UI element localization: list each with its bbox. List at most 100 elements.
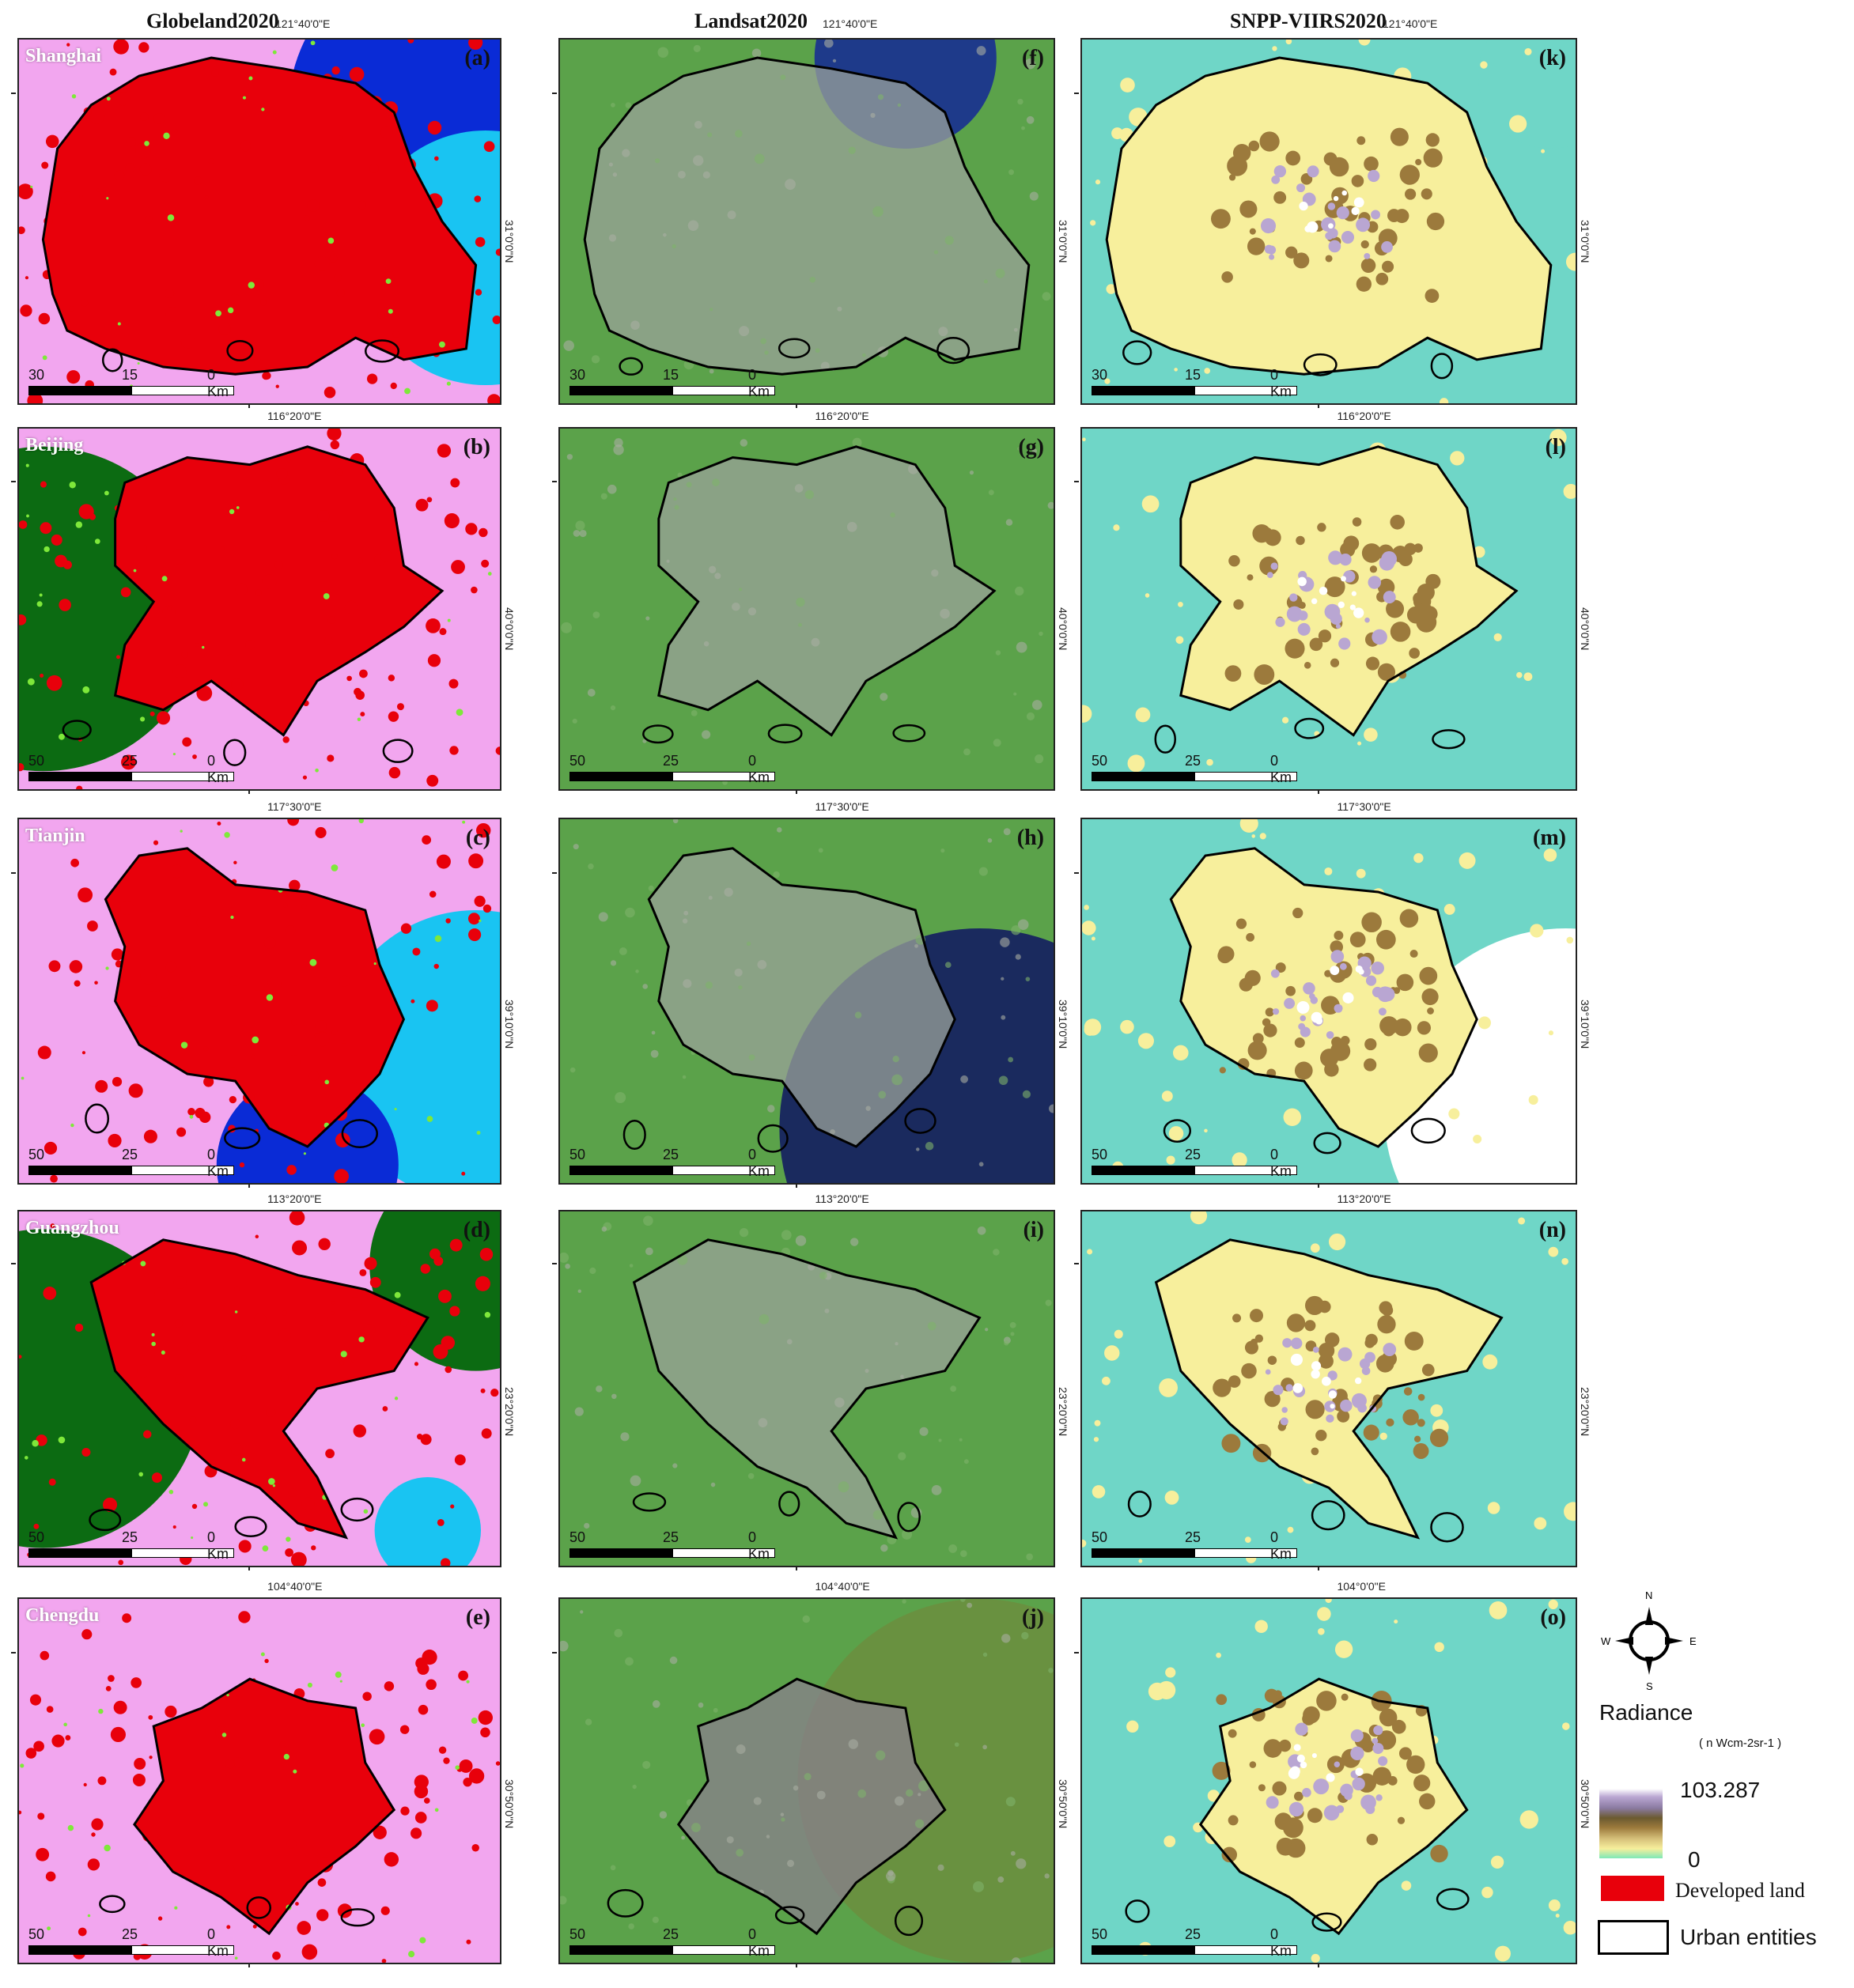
radiance-high-patch: [1352, 1777, 1365, 1791]
map-panel-chengdu-landsat: (j) 50 25 0 Km: [558, 1597, 1055, 1964]
urban-entity-boundary: [757, 1124, 789, 1153]
developed-patch: [167, 606, 172, 610]
developed-patch: [43, 1287, 57, 1300]
radiance-low-patch: [1251, 834, 1256, 838]
developed-patch: [122, 1613, 132, 1623]
developed-patch: [289, 1211, 305, 1226]
land-texture: [736, 1849, 744, 1857]
radiance-mid-patch: [1413, 543, 1423, 553]
developed-patch: [481, 1428, 492, 1439]
developed-patch: [19, 226, 25, 235]
developed-patch: [324, 636, 333, 645]
urban-entity-boundary: [113, 445, 445, 737]
developed-patch: [81, 1051, 86, 1055]
radiance-mid-patch: [1403, 1387, 1413, 1396]
axis-tick: [795, 1963, 797, 1967]
land-texture: [824, 1308, 830, 1313]
land-texture: [709, 308, 713, 312]
land-texture: [846, 522, 857, 532]
radiance-low-patch: [1368, 1508, 1379, 1519]
grass-patch: [25, 463, 29, 467]
scale-lbl-right: 0 Km: [748, 1926, 770, 1959]
radiance-high-patch: [1285, 1384, 1293, 1392]
longitude-label: 113°20'0"E: [1337, 1192, 1391, 1205]
developed-patch: [229, 1419, 240, 1430]
scale-lbl-left: 50: [28, 1926, 45, 1942]
developed-patch: [156, 711, 171, 725]
radiance-high-patch: [1379, 555, 1395, 571]
panel-letter: (i): [1023, 1218, 1044, 1242]
radiance-low-patch: [1548, 1246, 1559, 1257]
developed-patch: [426, 193, 443, 210]
land-texture: [877, 94, 884, 100]
radiance-peak-patch: [1342, 992, 1354, 1004]
radiance-low-patch: [1479, 203, 1487, 211]
land-texture: [608, 162, 613, 167]
grass-patch: [168, 1489, 174, 1495]
developed-patch: [433, 963, 439, 969]
land-texture: [727, 210, 736, 220]
developed-patch: [315, 826, 327, 839]
radiance-mid-patch: [1213, 1378, 1232, 1397]
radiance-low-patch: [1256, 168, 1273, 185]
scale-lbl-right: 0 Km: [1270, 367, 1292, 399]
developed-patch: [478, 1710, 493, 1725]
urban-entity-boundary: [382, 739, 414, 763]
land-texture: [702, 730, 711, 739]
scale-lbl-mid: 15: [663, 367, 679, 383]
radiance-high-patch: [1271, 175, 1281, 184]
land-texture: [862, 353, 866, 357]
radiance-low-patch: [1519, 1810, 1538, 1829]
radiance-peak-patch: [1351, 591, 1356, 596]
radiance-mid-patch: [1427, 1007, 1434, 1015]
scale-bar: 30 15 0 Km: [28, 367, 234, 399]
urban-entity-boundary: [1313, 1132, 1341, 1155]
developed-patch: [436, 854, 451, 869]
land-texture: [747, 607, 757, 616]
developed-patch: [134, 1757, 146, 1770]
land-texture: [1022, 1090, 1031, 1098]
radiance-high-patch: [1297, 610, 1308, 621]
radiance-mid-patch: [1415, 158, 1422, 166]
developed-patch: [474, 195, 482, 202]
grass-patch: [44, 546, 50, 553]
developed-patch: [191, 1503, 198, 1510]
radiance-mid-patch: [1228, 1375, 1241, 1388]
developed-patch: [358, 557, 364, 564]
radiance-mid-patch: [1267, 1355, 1277, 1365]
developed-patch: [143, 1430, 152, 1439]
grass-patch: [248, 76, 253, 81]
developed-patch: [162, 605, 176, 618]
developed-land-core: [115, 446, 442, 735]
urban-entity-boundary: [767, 724, 803, 744]
radiance-low-patch: [1084, 1023, 1096, 1036]
radiance-mid-patch: [1228, 555, 1240, 567]
urban-entity-boundary: [1311, 1912, 1342, 1932]
developed-patch: [91, 1818, 104, 1831]
land-texture: [572, 718, 577, 724]
urban-entity-boundary: [778, 338, 811, 359]
developed-patch: [426, 1679, 437, 1691]
grass-patch: [357, 717, 361, 721]
radiance-mid-patch: [1292, 907, 1303, 919]
latitude-label: 40°0'0"N: [1579, 607, 1591, 651]
land-texture: [693, 44, 701, 53]
scale-bar: 50 25 0 Km: [569, 753, 775, 785]
radiance-mid-patch: [1413, 1774, 1431, 1792]
longitude-label: 117°30'0"E: [1337, 800, 1391, 813]
land-texture: [628, 1923, 634, 1929]
developed-patch: [61, 191, 74, 205]
grass-patch: [221, 1733, 227, 1737]
land-texture: [916, 1147, 920, 1151]
developed-patch: [102, 1497, 118, 1512]
radiance-mid-patch: [1421, 988, 1439, 1006]
developed-patch: [440, 1558, 451, 1566]
urban-entity-boundary: [774, 1906, 805, 1925]
urban-entity-boundary: [632, 1238, 982, 1540]
developed-patch: [176, 1127, 187, 1137]
developed-patch: [173, 1276, 187, 1290]
axis-tick: [1317, 1963, 1319, 1967]
land-texture: [740, 439, 748, 447]
radiance-mid-patch: [1399, 909, 1419, 928]
radiance-mid-patch: [1375, 1354, 1394, 1373]
